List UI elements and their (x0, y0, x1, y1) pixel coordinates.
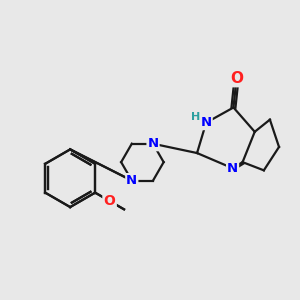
Text: O: O (104, 194, 116, 208)
Text: H: H (191, 112, 200, 122)
Text: N: N (148, 137, 159, 150)
Text: O: O (104, 194, 116, 208)
Text: N: N (126, 174, 137, 187)
Text: N: N (227, 162, 238, 175)
Text: N: N (201, 116, 212, 129)
Text: O: O (230, 71, 243, 86)
